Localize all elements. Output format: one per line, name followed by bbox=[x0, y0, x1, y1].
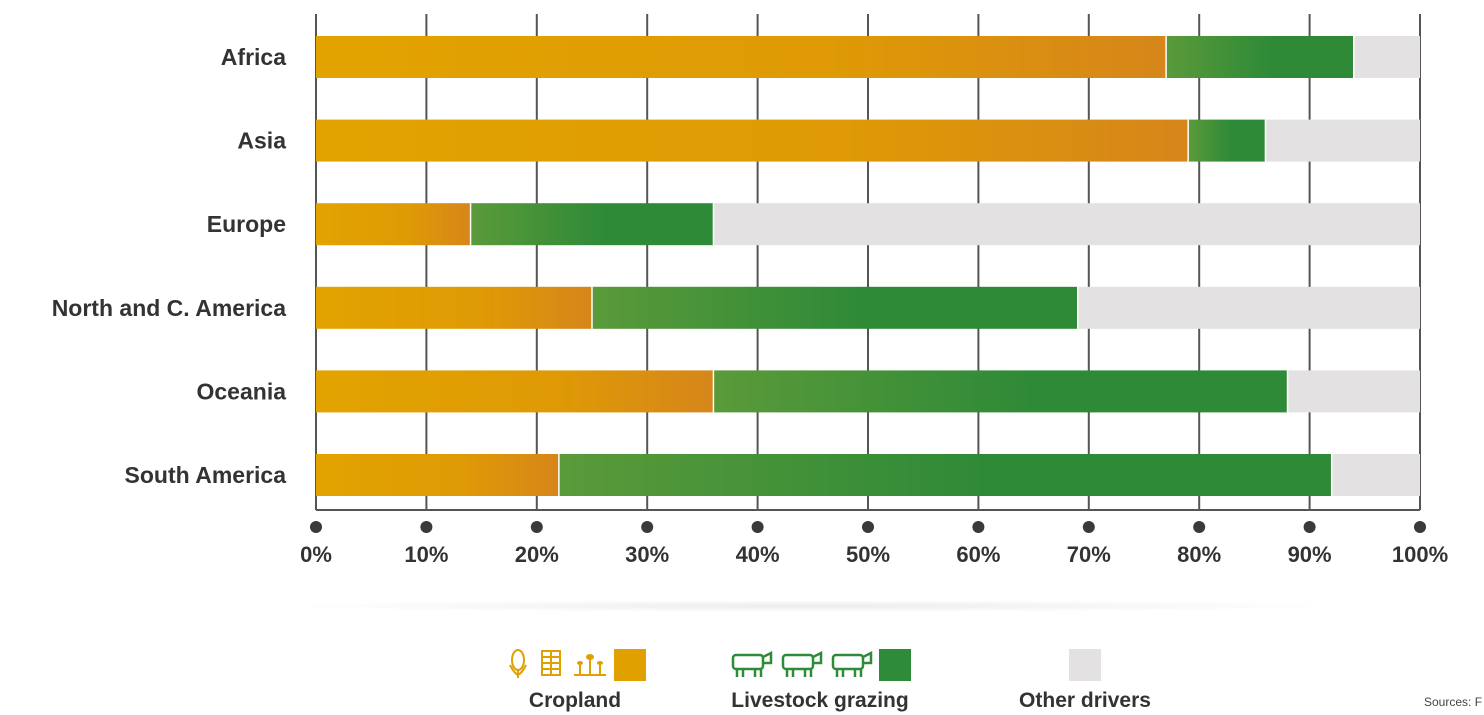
x-tick-label-4: 40% bbox=[736, 542, 780, 567]
legend-item-other: Other drivers bbox=[1000, 645, 1170, 713]
source-text: Sources: F bbox=[1424, 695, 1483, 709]
tick-dot-5 bbox=[862, 521, 874, 533]
tick-dot-0 bbox=[310, 521, 322, 533]
bar-livestock-grazing-africa bbox=[1166, 36, 1354, 78]
bar-cropland-south-america bbox=[316, 454, 559, 496]
category-label-africa: Africa bbox=[221, 44, 286, 70]
tick-dot-1 bbox=[420, 521, 433, 533]
tick-dot-10 bbox=[1414, 521, 1426, 533]
legend-item-cropland: Cropland bbox=[490, 645, 660, 713]
category-label-asia: Asia bbox=[237, 128, 286, 154]
bar-cropland-asia bbox=[316, 119, 1189, 162]
bar-livestock-grazing-south-america bbox=[558, 454, 1332, 496]
bar-livestock-grazing-asia bbox=[1188, 119, 1266, 162]
x-tick-label-3: 30% bbox=[625, 542, 669, 567]
bar-livestock-grazing-north-and-c-america bbox=[592, 286, 1078, 329]
x-tick-label-2: 20% bbox=[515, 542, 559, 567]
wheat-field-icon bbox=[536, 647, 566, 684]
x-tick-label-8: 80% bbox=[1177, 542, 1221, 567]
category-label-north-and-c-america: North and C. America bbox=[52, 295, 287, 321]
tick-dot-7 bbox=[1082, 521, 1095, 533]
bar-other-drivers-north-and-c-america bbox=[1077, 286, 1420, 329]
legend: Cropland Livestock grazing Other drivers bbox=[0, 645, 1484, 715]
bar-other-drivers-oceania bbox=[1287, 370, 1420, 413]
cropland-swatch bbox=[614, 649, 646, 681]
bar-cropland-africa bbox=[316, 36, 1167, 78]
x-tick-label-0: 0% bbox=[300, 542, 332, 567]
bar-cropland-europe bbox=[316, 203, 471, 246]
category-label-south-america: South America bbox=[125, 462, 287, 488]
x-tick-label-6: 60% bbox=[956, 542, 1000, 567]
livestock-swatch bbox=[879, 649, 911, 681]
bar-cropland-oceania bbox=[316, 370, 714, 413]
bar-other-drivers-europe bbox=[713, 203, 1420, 246]
legend-item-livestock: Livestock grazing bbox=[722, 645, 918, 713]
x-tick-label-1: 10% bbox=[404, 542, 448, 567]
tick-dot-8 bbox=[1193, 521, 1206, 533]
tick-dot-3 bbox=[641, 521, 654, 533]
sprouts-icon bbox=[570, 647, 610, 684]
tick-dot-2 bbox=[530, 521, 543, 533]
bar-livestock-grazing-oceania bbox=[713, 370, 1288, 413]
legend-label-cropland: Cropland bbox=[528, 689, 622, 712]
corn-icon bbox=[504, 647, 532, 684]
x-tick-label-10: 100% bbox=[1392, 542, 1448, 567]
tick-dot-4 bbox=[751, 521, 764, 533]
legend-label-livestock: Livestock grazing bbox=[731, 689, 909, 712]
tick-dot-9 bbox=[1303, 521, 1316, 533]
cow-icon-2 bbox=[779, 647, 825, 684]
x-tick-label-9: 90% bbox=[1288, 542, 1332, 567]
x-tick-label-7: 70% bbox=[1067, 542, 1111, 567]
cow-icon bbox=[729, 647, 775, 684]
bar-other-drivers-africa bbox=[1353, 36, 1420, 78]
legend-label-other: Other drivers bbox=[1019, 689, 1151, 712]
tick-dot-6 bbox=[972, 521, 985, 533]
stacked-bar-chart: 0% 10% 20% 30% 40% 50% 60% 70% 80% 90% 100% Africa… bbox=[52, 14, 1448, 567]
bar-other-drivers-south-america bbox=[1331, 454, 1420, 496]
other-swatch bbox=[1069, 649, 1101, 681]
decorative-shadow bbox=[270, 600, 1350, 612]
category-label-europe: Europe bbox=[207, 211, 286, 237]
cow-icon-3 bbox=[829, 647, 875, 684]
x-tick-label-5: 50% bbox=[846, 542, 890, 567]
bar-other-drivers-asia bbox=[1265, 119, 1420, 162]
category-label-oceania: Oceania bbox=[197, 378, 287, 404]
bar-livestock-grazing-europe bbox=[470, 203, 714, 246]
bar-cropland-north-and-c-america bbox=[316, 286, 592, 329]
